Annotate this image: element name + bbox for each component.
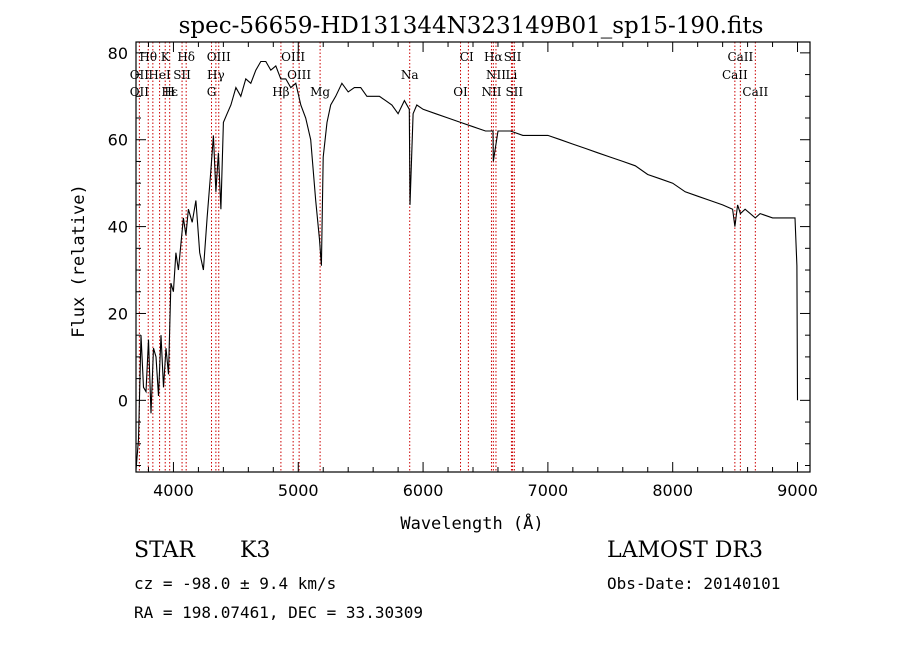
line-label: SII [505, 85, 523, 99]
observation-date: Obs-Date: 20140101 [607, 574, 781, 593]
x-tick-label: 7000 [528, 481, 569, 500]
chart-title: spec-56659-HD131344N323149B01_sp15-190.f… [179, 13, 764, 39]
y-tick-label: 60 [108, 131, 128, 150]
object-class: STAR [134, 538, 195, 563]
y-tick-label: 0 [118, 391, 128, 410]
x-tick-label: 4000 [153, 481, 194, 500]
line-label: NII [481, 85, 501, 99]
x-axis-label: Wavelength (Å) [400, 512, 543, 534]
line-label: Mg [310, 85, 330, 99]
line-label: SII [173, 68, 191, 82]
line-label: CaII [742, 85, 768, 99]
line-label: Hδ [177, 50, 195, 64]
x-axis: 4000 5000 6000 7000 8000 9000 [147, 42, 818, 500]
line-label: Hγ [207, 68, 225, 82]
line-label: CaII [722, 68, 748, 82]
coordinates: RA = 198.07461, DEC = 33.30309 [134, 603, 423, 622]
spectrum-series-line [135, 60, 799, 470]
line-label: OII [130, 85, 150, 99]
line-label: K [161, 50, 171, 64]
line-label: OIII [207, 50, 231, 64]
line-label: Hθ [139, 50, 157, 64]
line-label: NII [486, 68, 506, 82]
x-tick-label: 5000 [278, 481, 319, 500]
line-label: OIII [281, 50, 305, 64]
redshift-cz: cz = -98.0 ± 9.4 km/s [134, 574, 337, 593]
x-tick-label: 9000 [777, 481, 818, 500]
x-tick-label: 8000 [652, 481, 693, 500]
plot-frame [135, 41, 811, 473]
line-label: Li [506, 68, 518, 82]
line-label: OI [453, 85, 468, 99]
y-axis-label: Flux (relative) [69, 184, 89, 338]
line-label: Na [401, 68, 419, 82]
line-label: SII [504, 50, 522, 64]
spectral-subclass: K3 [240, 538, 271, 563]
y-tick-label: 20 [108, 304, 128, 323]
line-label: Hε [161, 85, 178, 99]
line-label: CI [460, 50, 474, 64]
line-label: CaII [727, 50, 753, 64]
y-axis: 0 20 40 60 80 [108, 44, 810, 466]
line-label: Hα [484, 50, 503, 64]
emission-line-markers [138, 42, 756, 472]
line-label: G [207, 85, 217, 99]
survey-name: LAMOST DR3 [607, 538, 763, 563]
x-tick-label: 6000 [403, 481, 444, 500]
y-tick-label: 80 [108, 44, 128, 63]
line-label: H [164, 85, 174, 99]
y-tick-label: 40 [108, 218, 128, 237]
line-label: OIII [287, 68, 311, 82]
line-label: HeI [148, 68, 171, 82]
line-label: Hβ [272, 85, 289, 99]
